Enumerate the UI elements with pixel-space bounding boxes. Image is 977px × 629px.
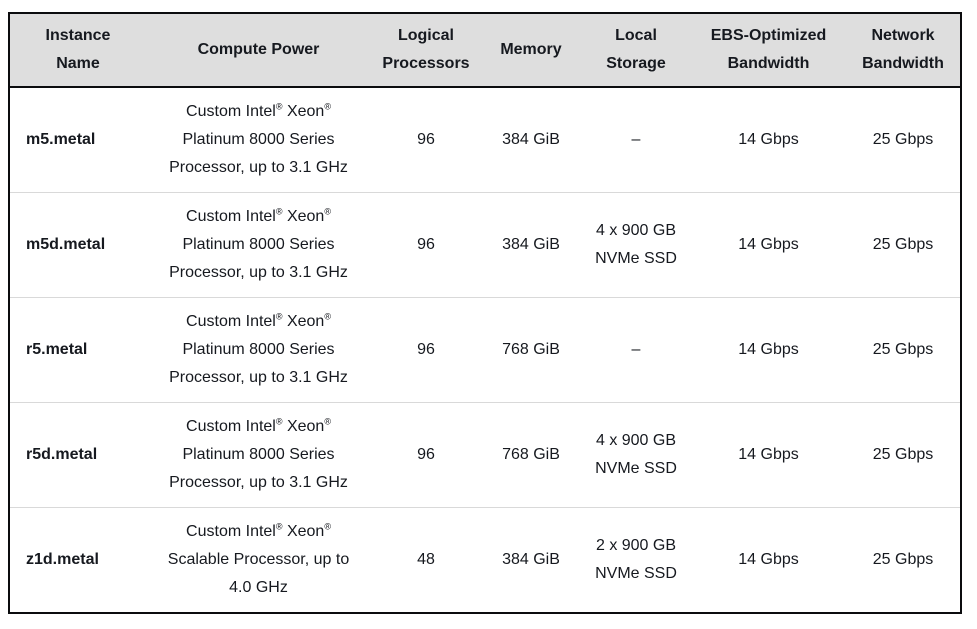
compute-power-segment: Xeon (282, 208, 325, 225)
cell-compute-power: Custom Intel® Xeon® Scalable Processor, … (146, 507, 371, 613)
cell-ebs-optimized-bandwidth: 14 Gbps (691, 402, 846, 508)
compute-power-segment: Custom Intel (186, 313, 276, 330)
registered-trademark-icon: ® (324, 416, 331, 427)
registered-trademark-icon: ® (324, 521, 331, 532)
cell-memory: 384 GiB (481, 192, 581, 298)
registered-trademark-icon: ® (324, 206, 331, 217)
cell-logical-processors: 96 (371, 192, 481, 298)
cell-network-bandwidth: 25 Gbps (846, 297, 961, 403)
col-header-local-storage: Local Storage (581, 13, 691, 88)
cell-logical-processors: 96 (371, 297, 481, 403)
header-label: Memory (500, 41, 562, 58)
cell-local-storage: – (581, 297, 691, 403)
cell-memory: 768 GiB (481, 297, 581, 403)
col-header-ebs-optimized-bandwidth: EBS-Optimized Bandwidth (691, 13, 846, 88)
header-label: Compute Power (197, 41, 320, 58)
col-header-logical-processors: Logical Processors (371, 13, 481, 88)
cell-compute-power: Custom Intel® Xeon® Platinum 8000 Series… (146, 402, 371, 508)
compute-power-text: Custom Intel® Xeon® Platinum 8000 Series… (158, 98, 360, 182)
compute-power-text: Custom Intel® Xeon® Scalable Processor, … (158, 518, 360, 602)
cell-compute-power: Custom Intel® Xeon® Platinum 8000 Series… (146, 192, 371, 298)
cell-network-bandwidth: 25 Gbps (846, 402, 961, 508)
registered-trademark-icon: ® (275, 416, 283, 427)
table-row: r5.metal Custom Intel® Xeon® Platinum 80… (9, 297, 961, 403)
compute-power-segment: Custom Intel (186, 103, 276, 120)
header-label: Network Bandwidth (862, 27, 944, 72)
local-storage-text: 4 x 900 GB NVMe SSD (595, 432, 677, 477)
compute-power-segment: Platinum 8000 Series Processor, up to 3.… (169, 341, 348, 386)
col-header-instance-name: Instance Name (9, 13, 146, 88)
local-storage-text: 2 x 900 GB NVMe SSD (595, 537, 677, 582)
compute-power-segment: Platinum 8000 Series Processor, up to 3.… (169, 131, 348, 176)
table-body: m5.metal Custom Intel® Xeon® Platinum 80… (9, 87, 961, 613)
cell-instance-name: r5.metal (9, 297, 146, 403)
compute-power-segment: Custom Intel (186, 523, 276, 540)
registered-trademark-icon: ® (324, 311, 331, 322)
col-header-compute-power: Compute Power (146, 13, 371, 88)
cell-instance-name: m5d.metal (9, 192, 146, 298)
cell-memory: 768 GiB (481, 402, 581, 508)
header-row: Instance Name Compute Power Logical Proc… (9, 13, 961, 88)
cell-instance-name: m5.metal (9, 87, 146, 193)
cell-memory: 384 GiB (481, 507, 581, 613)
compute-power-segment: Custom Intel (186, 208, 276, 225)
local-storage-text: – (631, 341, 641, 358)
cell-memory: 384 GiB (481, 87, 581, 193)
compute-power-segment: Xeon (282, 523, 325, 540)
instance-specs-table-container: Instance Name Compute Power Logical Proc… (8, 12, 962, 614)
registered-trademark-icon: ® (275, 521, 283, 532)
compute-power-segment: Custom Intel (186, 418, 276, 435)
cell-ebs-optimized-bandwidth: 14 Gbps (691, 87, 846, 193)
table-row: r5d.metal Custom Intel® Xeon® Platinum 8… (9, 402, 961, 508)
compute-power-text: Custom Intel® Xeon® Platinum 8000 Series… (158, 413, 360, 497)
cell-local-storage: 2 x 900 GB NVMe SSD (581, 507, 691, 613)
table-row: m5.metal Custom Intel® Xeon® Platinum 80… (9, 87, 961, 193)
registered-trademark-icon: ® (275, 311, 283, 322)
cell-compute-power: Custom Intel® Xeon® Platinum 8000 Series… (146, 87, 371, 193)
cell-compute-power: Custom Intel® Xeon® Platinum 8000 Series… (146, 297, 371, 403)
compute-power-segment: Xeon (282, 418, 325, 435)
header-label: Logical Processors (382, 27, 470, 72)
header-label: Local Storage (606, 27, 666, 72)
cell-local-storage: 4 x 900 GB NVMe SSD (581, 402, 691, 508)
cell-network-bandwidth: 25 Gbps (846, 507, 961, 613)
registered-trademark-icon: ® (324, 101, 331, 112)
compute-power-segment: Platinum 8000 Series Processor, up to 3.… (169, 446, 348, 491)
table-row: m5d.metal Custom Intel® Xeon® Platinum 8… (9, 192, 961, 298)
col-header-network-bandwidth: Network Bandwidth (846, 13, 961, 88)
compute-power-text: Custom Intel® Xeon® Platinum 8000 Series… (158, 203, 360, 287)
cell-network-bandwidth: 25 Gbps (846, 87, 961, 193)
table-header: Instance Name Compute Power Logical Proc… (9, 13, 961, 88)
cell-local-storage: 4 x 900 GB NVMe SSD (581, 192, 691, 298)
compute-power-segment: Xeon (282, 103, 325, 120)
cell-logical-processors: 96 (371, 402, 481, 508)
cell-logical-processors: 96 (371, 87, 481, 193)
header-label: Instance Name (45, 27, 111, 72)
cell-ebs-optimized-bandwidth: 14 Gbps (691, 297, 846, 403)
cell-network-bandwidth: 25 Gbps (846, 192, 961, 298)
cell-instance-name: z1d.metal (9, 507, 146, 613)
cell-ebs-optimized-bandwidth: 14 Gbps (691, 192, 846, 298)
local-storage-text: 4 x 900 GB NVMe SSD (595, 222, 677, 267)
compute-power-text: Custom Intel® Xeon® Platinum 8000 Series… (158, 308, 360, 392)
registered-trademark-icon: ® (275, 206, 283, 217)
header-label: EBS-Optimized Bandwidth (710, 27, 827, 72)
registered-trademark-icon: ® (275, 101, 283, 112)
table-row: z1d.metal Custom Intel® Xeon® Scalable P… (9, 507, 961, 613)
cell-ebs-optimized-bandwidth: 14 Gbps (691, 507, 846, 613)
cell-local-storage: – (581, 87, 691, 193)
compute-power-segment: Scalable Processor, up to 4.0 GHz (167, 551, 350, 596)
compute-power-segment: Platinum 8000 Series Processor, up to 3.… (169, 236, 348, 281)
cell-instance-name: r5d.metal (9, 402, 146, 508)
cell-logical-processors: 48 (371, 507, 481, 613)
compute-power-segment: Xeon (282, 313, 325, 330)
instance-specs-table: Instance Name Compute Power Logical Proc… (8, 12, 962, 614)
local-storage-text: – (631, 131, 641, 148)
col-header-memory: Memory (481, 13, 581, 88)
